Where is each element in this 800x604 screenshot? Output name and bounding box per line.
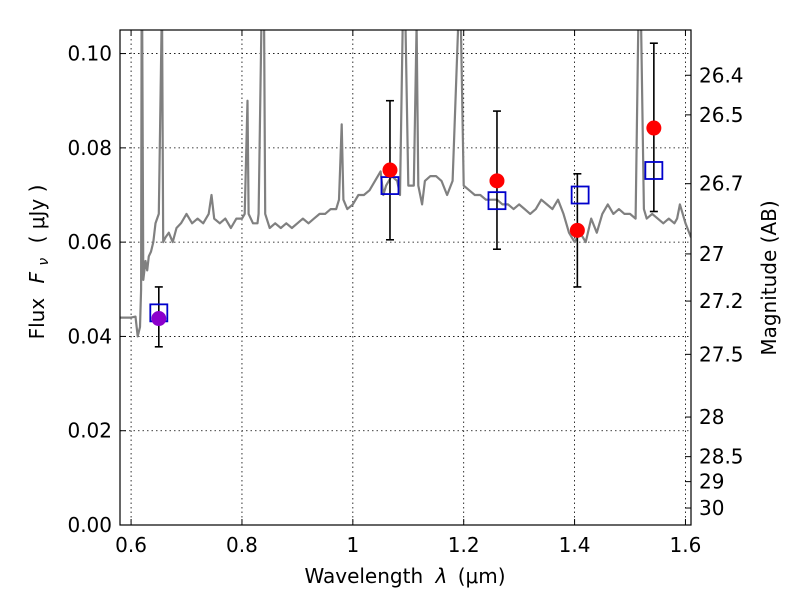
magnitude-tick-label: 27.5 <box>699 342 744 366</box>
x-tick-label: 1 <box>346 533 359 557</box>
observed-flux-point <box>489 173 505 189</box>
model-square-point <box>487 191 507 211</box>
magnitude-tick-label: 28.5 <box>699 445 744 469</box>
y-axis-label-unit: ( μJy ) <box>25 185 49 244</box>
y-axis-label: Flux F ν ( μJy ) <box>25 185 53 340</box>
x-axis-label-symbol: λ <box>435 564 448 588</box>
y-tick-label: 0.06 <box>67 230 112 254</box>
x-tick-label: 0.8 <box>226 533 258 557</box>
y-axis-label-symbol: F <box>25 271 49 283</box>
x-tick-label: 0.6 <box>115 533 147 557</box>
plot-area <box>120 30 691 348</box>
y-tick-label: 0.04 <box>67 324 112 348</box>
observed-flux-point <box>382 162 398 178</box>
observed-flux-point <box>151 311 167 327</box>
spectrum-line <box>120 30 691 338</box>
observed-flux-point <box>569 222 585 238</box>
x-axis-label: Wavelength λ (μm) <box>304 564 505 588</box>
x-axis-label-text: Wavelength <box>304 564 423 588</box>
magnitude-tick-label: 26.4 <box>699 63 744 87</box>
magnitude-tick-label: 26.7 <box>699 172 744 196</box>
y-tick-label: 0.08 <box>67 136 112 160</box>
y-tick-label: 0.00 <box>67 513 112 537</box>
plot-frame <box>119 29 692 526</box>
magnitude-tick-label: 26.5 <box>699 103 744 127</box>
magnitude-tick-label: 27 <box>699 242 724 266</box>
magnitude-tick-label: 28 <box>699 405 724 429</box>
magnitude-axis-label: Magnitude (AB) <box>757 200 781 355</box>
y-tick-label: 0.10 <box>67 42 112 66</box>
y-axis-label-subscript: ν <box>36 258 52 266</box>
y-tick-label: 0.02 <box>67 419 112 443</box>
axis-ticks: 0.6 0.8 1 1.2 1.4 1.6 0.00 0.02 0.04 0.06 0.08 0.10… <box>67 30 744 557</box>
x-tick-label: 1.2 <box>448 533 480 557</box>
model-square-point <box>570 185 590 205</box>
x-tick-label: 1.6 <box>670 533 702 557</box>
observed-flux-point <box>646 120 662 136</box>
grid-lines <box>120 30 691 525</box>
x-axis-label-unit: (μm) <box>458 564 506 588</box>
y-axis-label-prefix: Flux <box>25 298 49 340</box>
magnitude-tick-label: 30 <box>699 496 724 520</box>
model-square-point <box>644 161 664 180</box>
x-tick-label: 1.4 <box>559 533 591 557</box>
magnitude-tick-label: 29 <box>699 470 724 494</box>
magnitude-tick-label: 27.2 <box>699 289 744 313</box>
